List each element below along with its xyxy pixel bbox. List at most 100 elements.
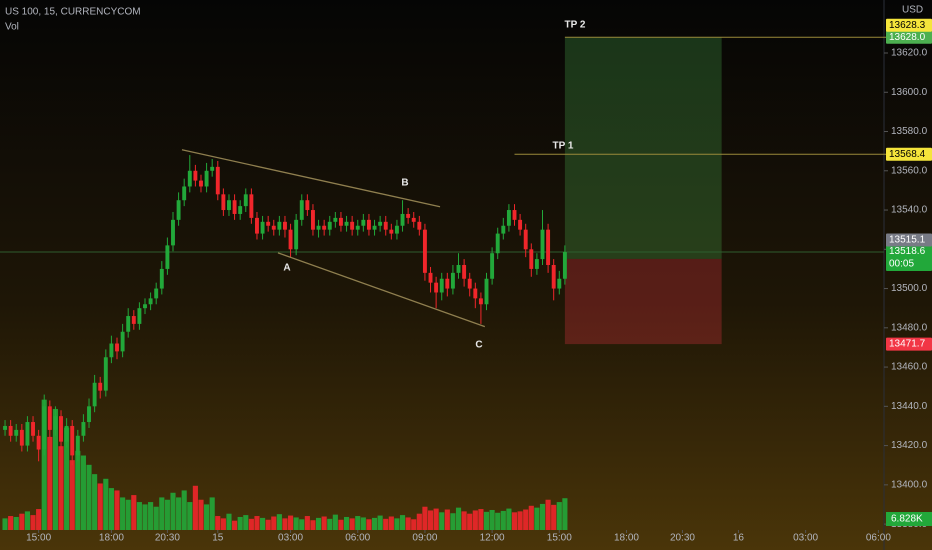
candle-body bbox=[350, 221, 355, 230]
candle-body bbox=[14, 429, 19, 436]
candle-body bbox=[199, 180, 203, 187]
volume-bar bbox=[159, 497, 165, 530]
candle-body bbox=[299, 200, 304, 220]
price-label-box bbox=[886, 30, 932, 44]
volume-bar bbox=[136, 502, 142, 530]
volume-bar bbox=[343, 516, 350, 530]
candle-body bbox=[355, 225, 360, 230]
candle-body bbox=[154, 288, 159, 299]
currency: USD bbox=[902, 5, 923, 16]
volume-bar bbox=[75, 450, 81, 530]
volume-bar bbox=[13, 516, 19, 530]
volume-bar bbox=[556, 502, 562, 530]
candle-body bbox=[3, 425, 7, 430]
volume-bar bbox=[276, 514, 282, 530]
volume-bar bbox=[444, 509, 450, 530]
volume-bar bbox=[461, 511, 467, 530]
y-tick-label: 13420.0 bbox=[891, 440, 928, 451]
volume-bar bbox=[24, 511, 30, 530]
volume-bar bbox=[511, 512, 518, 530]
candle-body bbox=[540, 229, 545, 260]
volume-bar bbox=[489, 509, 495, 530]
x-tick-label: 09:00 bbox=[412, 533, 437, 544]
x-tick-label: 18:00 bbox=[99, 533, 124, 544]
candle-body bbox=[551, 265, 556, 289]
volume-bar bbox=[220, 518, 226, 530]
volume-bar bbox=[506, 508, 512, 530]
candle-body bbox=[378, 221, 383, 226]
volume-bar bbox=[450, 513, 456, 530]
volume-bar bbox=[86, 464, 92, 530]
x-tick-label: 18:00 bbox=[614, 533, 639, 544]
candle-body bbox=[422, 229, 427, 273]
volume-bar bbox=[439, 512, 445, 530]
volume-bar bbox=[321, 516, 327, 530]
volume-bar bbox=[142, 504, 148, 530]
volume-bar bbox=[360, 517, 366, 530]
candle-body bbox=[428, 272, 433, 283]
price-label-box bbox=[886, 337, 932, 351]
candle-body bbox=[137, 308, 142, 324]
candle-body bbox=[434, 282, 439, 293]
candle-body bbox=[75, 435, 80, 456]
loss-zone bbox=[564, 258, 722, 345]
candle-body bbox=[25, 422, 30, 446]
candle-body bbox=[411, 217, 416, 222]
price-label-box bbox=[886, 147, 932, 161]
volume-bar bbox=[237, 516, 243, 530]
volume-bar bbox=[8, 516, 14, 530]
annotation: B bbox=[401, 178, 408, 189]
volume-bar bbox=[52, 408, 58, 530]
candle-body bbox=[546, 229, 551, 265]
volume-bar bbox=[92, 474, 98, 530]
candle-body bbox=[484, 278, 489, 305]
volume-bar bbox=[260, 517, 266, 530]
volume-bar bbox=[551, 504, 557, 530]
volume-bar bbox=[198, 499, 204, 530]
volume-bar bbox=[114, 490, 120, 530]
volume-bar bbox=[47, 436, 53, 530]
candle-body bbox=[176, 200, 181, 220]
candle-body bbox=[389, 229, 394, 234]
volume-bar bbox=[181, 490, 187, 530]
candle-body bbox=[64, 425, 69, 442]
candle-body bbox=[92, 382, 97, 407]
volume-bar bbox=[427, 510, 434, 530]
candle-body bbox=[501, 225, 506, 234]
profit-zone bbox=[564, 37, 722, 259]
x-tick-label: 20:30 bbox=[155, 533, 180, 544]
candle-body bbox=[338, 217, 343, 226]
volume-bar bbox=[97, 483, 103, 530]
candle-body bbox=[148, 298, 153, 305]
candle-body bbox=[131, 316, 136, 324]
volume-bar bbox=[187, 502, 193, 530]
volume-bar bbox=[192, 485, 198, 530]
volume-bar bbox=[30, 515, 36, 530]
volume-bar bbox=[288, 515, 294, 530]
volume-bar bbox=[282, 518, 288, 530]
price-label: 13515.1 bbox=[889, 235, 926, 246]
candle-body bbox=[193, 170, 198, 181]
volume-bar bbox=[170, 492, 176, 530]
candle-body bbox=[344, 221, 349, 226]
candle-body bbox=[187, 170, 192, 187]
candle-body bbox=[260, 221, 265, 234]
volume-bar bbox=[455, 507, 462, 530]
volume-bar bbox=[209, 497, 215, 530]
candle-body bbox=[417, 221, 422, 230]
candle-body bbox=[70, 425, 75, 456]
volume-bar bbox=[349, 518, 355, 530]
volume-bar bbox=[495, 512, 501, 530]
candle-body bbox=[473, 288, 478, 299]
volume-bar bbox=[411, 519, 417, 530]
x-tick-label: 15 bbox=[212, 533, 224, 544]
candle-body bbox=[529, 249, 534, 269]
candle-body bbox=[294, 219, 299, 250]
volume-bar bbox=[204, 504, 210, 530]
candle-body bbox=[126, 316, 131, 332]
price-label-box bbox=[886, 18, 932, 32]
y-tick-label: 13600.0 bbox=[891, 87, 928, 98]
candle-body bbox=[271, 225, 276, 230]
candle-body bbox=[333, 217, 338, 222]
